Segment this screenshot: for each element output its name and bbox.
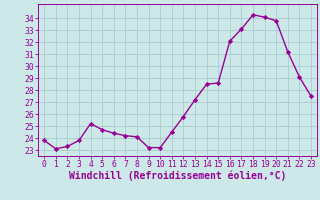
X-axis label: Windchill (Refroidissement éolien,°C): Windchill (Refroidissement éolien,°C)	[69, 171, 286, 181]
